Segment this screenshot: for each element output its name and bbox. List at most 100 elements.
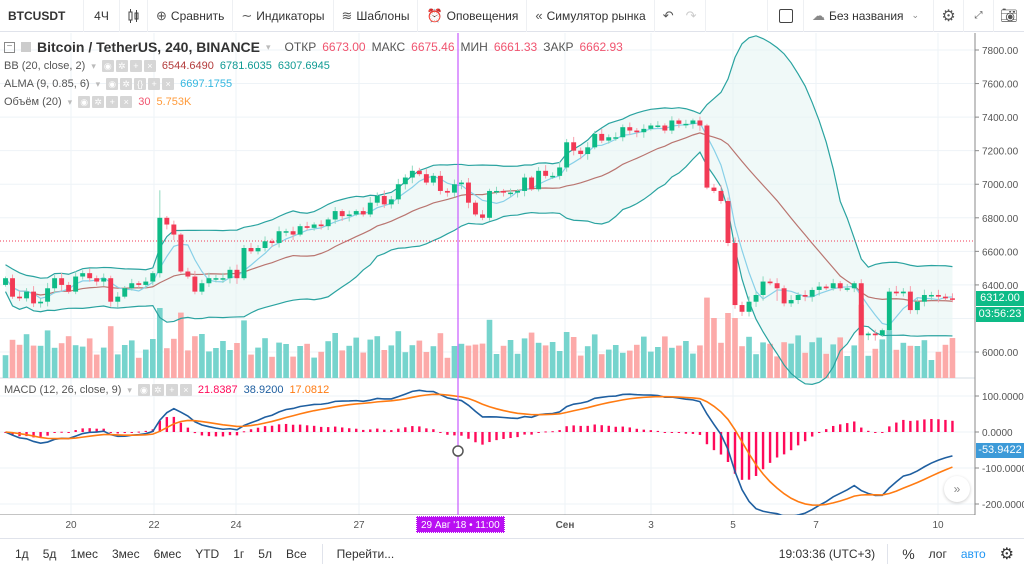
- volume-bar: [507, 340, 514, 378]
- goto-date-button[interactable]: Перейти...: [321, 544, 402, 564]
- templates-button[interactable]: ≋ Шаблоны: [334, 0, 419, 32]
- candle-body: [360, 211, 366, 215]
- macd-histogram-bar: [635, 428, 639, 432]
- clock[interactable]: 19:03:36 (UTC+3): [767, 544, 889, 564]
- range-button-4[interactable]: 6мес: [153, 547, 182, 561]
- range-button-3[interactable]: 3мес: [111, 547, 140, 561]
- candle-body: [529, 177, 535, 190]
- candle-body: [501, 190, 506, 193]
- percent-scale-toggle[interactable]: %: [902, 546, 915, 562]
- macd-name[interactable]: MACD (12, 26, close, 9): [4, 384, 122, 396]
- compare-button[interactable]: ⊕ Сравнить: [148, 0, 234, 32]
- undo-icon[interactable]: ↶: [662, 7, 674, 23]
- volume-bar: [591, 334, 598, 378]
- macd-histogram-bar: [123, 432, 126, 434]
- volume-bar: [255, 347, 261, 378]
- source-icon[interactable]: {}: [134, 78, 147, 90]
- range-button-7[interactable]: 5л: [258, 547, 272, 561]
- snapshot-button[interactable]: 📷︎: [994, 0, 1024, 32]
- log-scale-toggle[interactable]: лог: [928, 547, 947, 561]
- gear-icon[interactable]: ✲: [151, 384, 164, 396]
- plus-icon[interactable]: +: [165, 384, 178, 396]
- macd-histogram-bar: [270, 425, 274, 432]
- indicators-button[interactable]: ∼ Индикаторы: [233, 0, 334, 32]
- volume-bar: [760, 342, 766, 378]
- chevron-down-icon[interactable]: ▾: [91, 60, 96, 71]
- candle-body: [409, 170, 415, 178]
- candle-body: [24, 291, 30, 299]
- plus-icon[interactable]: +: [129, 60, 142, 72]
- volume-bar: [626, 350, 633, 378]
- bottom-right-controls: 19:03:36 (UTC+3) % лог авто ⚙: [767, 539, 1024, 570]
- eye-icon[interactable]: ◉: [106, 78, 119, 90]
- volume-bar: [178, 312, 184, 378]
- volume-bar: [830, 344, 837, 378]
- macd-axis-label: 0.0000: [982, 428, 1013, 439]
- volume-name[interactable]: Объём (20): [4, 96, 62, 108]
- series-title[interactable]: Bitcoin / TetherUS, 240, BINANCE: [37, 39, 261, 55]
- gear-icon[interactable]: ✲: [115, 60, 128, 72]
- eye-icon[interactable]: ◉: [101, 60, 114, 72]
- candle-body: [781, 288, 787, 304]
- macd-value: 38.9200: [243, 384, 284, 396]
- candle-body: [437, 175, 443, 191]
- chevron-down-icon[interactable]: ▾: [95, 78, 101, 89]
- chart-settings-button[interactable]: ⚙: [993, 544, 1024, 564]
- candle-body: [339, 211, 345, 217]
- macd-histogram-bar: [305, 425, 309, 432]
- alma-name[interactable]: ALMA (9, 0.85, 6): [4, 78, 90, 90]
- volume-legend: Объём (20) ▾ ◉ ✲ + × 30 5.753K: [4, 96, 191, 108]
- plus-icon[interactable]: +: [106, 96, 119, 108]
- cloud-icon: ☁: [812, 7, 825, 23]
- candle-body: [346, 214, 352, 217]
- symbol-search-button[interactable]: BTCUSDT: [0, 0, 84, 32]
- volume-bar: [65, 336, 72, 378]
- settings-button[interactable]: ⚙: [934, 0, 964, 32]
- macd-histogram-bar: [810, 432, 814, 437]
- eye-icon[interactable]: ◉: [137, 384, 150, 396]
- interval-button[interactable]: 4Ч: [84, 0, 120, 32]
- macd-histogram-bar: [663, 432, 667, 433]
- collapse-icon[interactable]: −: [4, 41, 15, 53]
- macd-axis-label: -200.0000: [982, 500, 1024, 511]
- gear-icon[interactable]: ✲: [120, 78, 133, 90]
- range-button-6[interactable]: 1г: [233, 547, 245, 561]
- plus-icon[interactable]: +: [148, 78, 161, 90]
- redo-icon[interactable]: ↷: [685, 7, 697, 23]
- chart-canvas[interactable]: 7800.00 7600.00 7400.00 7200.00 7000.00 6800.…: [0, 33, 1024, 515]
- layout-name-button[interactable]: ☁ Без названия ⌄: [804, 0, 934, 32]
- range-button-2[interactable]: 1мес: [70, 547, 98, 561]
- chevron-down-icon[interactable]: ▾: [67, 96, 73, 107]
- macd-histogram-bar: [228, 432, 232, 436]
- replay-button[interactable]: «Симулятор рынка: [527, 0, 655, 32]
- scroll-to-realtime-button[interactable]: »: [944, 476, 970, 502]
- chart-area[interactable]: 7800.00 7600.00 7400.00 7200.00 7000.00 6800.…: [0, 33, 1024, 515]
- volume-bar: [739, 346, 745, 378]
- chevron-down-icon[interactable]: ▾: [127, 384, 132, 395]
- macd-histogram-bar: [214, 432, 218, 437]
- bb-name[interactable]: BB (20, close, 2): [4, 60, 86, 72]
- fullscreen-layout-button[interactable]: [768, 0, 804, 32]
- range-button-8[interactable]: Все: [285, 547, 307, 561]
- range-button-5[interactable]: YTD: [195, 547, 220, 561]
- auto-scale-toggle[interactable]: авто: [960, 547, 986, 561]
- close-icon[interactable]: ×: [162, 78, 175, 90]
- legend-dropdown-icon[interactable]: ▾: [266, 41, 271, 52]
- close-icon[interactable]: ×: [120, 96, 133, 108]
- macd-histogram-bar: [46, 432, 49, 436]
- volume-bar: [746, 336, 752, 378]
- alarm-clock-icon: ⏰: [426, 7, 443, 23]
- range-button-0[interactable]: 1д: [15, 547, 29, 561]
- bar-countdown-tag: 03:56:23: [976, 307, 1024, 322]
- alerts-button[interactable]: ⏰ Оповещения: [418, 0, 528, 32]
- eye-icon[interactable]: ◉: [78, 96, 91, 108]
- chart-style-button[interactable]: [120, 0, 148, 32]
- macd-histogram-bar: [144, 430, 147, 432]
- close-icon[interactable]: ×: [179, 384, 192, 396]
- gear-icon[interactable]: ✲: [92, 96, 105, 108]
- range-button-1[interactable]: 5д: [42, 547, 57, 561]
- fullscreen-button[interactable]: ⤢: [964, 0, 994, 32]
- close-icon[interactable]: ×: [143, 60, 156, 72]
- volume-bar: [781, 342, 787, 378]
- date-ranges: 1д 5д 1мес 3мес 6мес YTD 1г 5л Все: [0, 547, 314, 561]
